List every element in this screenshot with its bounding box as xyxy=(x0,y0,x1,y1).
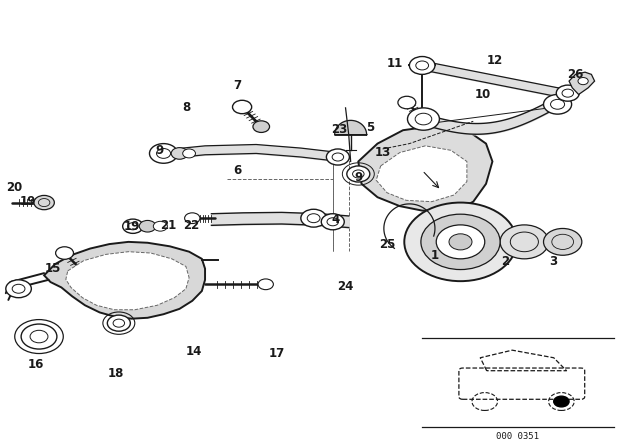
Circle shape xyxy=(253,121,269,133)
Circle shape xyxy=(56,247,74,259)
Text: 17: 17 xyxy=(268,347,285,360)
Text: 6: 6 xyxy=(233,164,241,177)
Polygon shape xyxy=(376,146,467,202)
Circle shape xyxy=(326,149,349,165)
Circle shape xyxy=(556,85,579,101)
Text: 19: 19 xyxy=(20,195,36,208)
Text: 22: 22 xyxy=(183,219,199,232)
Circle shape xyxy=(449,234,472,250)
Text: 15: 15 xyxy=(45,262,61,275)
Circle shape xyxy=(398,96,416,109)
Circle shape xyxy=(172,148,188,159)
Polygon shape xyxy=(335,121,367,135)
Circle shape xyxy=(6,280,31,297)
Circle shape xyxy=(108,315,131,331)
Text: 20: 20 xyxy=(6,181,23,194)
Circle shape xyxy=(258,279,273,290)
Text: 3: 3 xyxy=(549,255,557,268)
Text: 000 0351: 000 0351 xyxy=(497,431,540,441)
Circle shape xyxy=(123,219,143,233)
Circle shape xyxy=(150,144,177,163)
Circle shape xyxy=(404,202,516,281)
Text: 5: 5 xyxy=(365,121,374,134)
Text: 8: 8 xyxy=(182,101,190,114)
Text: 25: 25 xyxy=(379,238,396,251)
Circle shape xyxy=(554,396,569,407)
Text: 18: 18 xyxy=(108,367,124,380)
Circle shape xyxy=(140,220,156,232)
Text: 26: 26 xyxy=(567,68,584,81)
Circle shape xyxy=(421,214,500,270)
Text: 9: 9 xyxy=(354,171,362,184)
Polygon shape xyxy=(44,242,205,319)
Text: 12: 12 xyxy=(486,55,502,68)
Text: 11: 11 xyxy=(387,57,403,70)
Circle shape xyxy=(543,228,582,255)
Text: 24: 24 xyxy=(337,280,354,293)
Circle shape xyxy=(578,78,588,85)
Text: 4: 4 xyxy=(332,213,340,226)
Circle shape xyxy=(543,95,572,114)
Circle shape xyxy=(410,56,435,74)
Text: 14: 14 xyxy=(186,345,202,358)
Circle shape xyxy=(232,100,252,114)
Text: 1: 1 xyxy=(431,249,439,262)
Circle shape xyxy=(34,195,54,210)
Circle shape xyxy=(436,225,484,259)
Circle shape xyxy=(184,213,200,224)
Text: 21: 21 xyxy=(160,219,176,232)
Text: 7: 7 xyxy=(233,79,241,92)
Circle shape xyxy=(21,324,57,349)
Polygon shape xyxy=(66,252,189,310)
Circle shape xyxy=(347,166,370,182)
Text: 2: 2 xyxy=(501,255,509,268)
Text: 16: 16 xyxy=(28,358,44,371)
Text: 9: 9 xyxy=(155,144,163,157)
Text: 10: 10 xyxy=(475,88,491,101)
Circle shape xyxy=(154,221,168,231)
Polygon shape xyxy=(569,72,595,95)
Text: 23: 23 xyxy=(331,123,348,136)
Circle shape xyxy=(500,225,548,259)
Text: 13: 13 xyxy=(374,146,390,159)
Polygon shape xyxy=(358,126,492,211)
Circle shape xyxy=(301,209,326,227)
Text: 19: 19 xyxy=(124,220,140,233)
Circle shape xyxy=(182,149,195,158)
Circle shape xyxy=(408,108,440,130)
Circle shape xyxy=(321,214,344,230)
